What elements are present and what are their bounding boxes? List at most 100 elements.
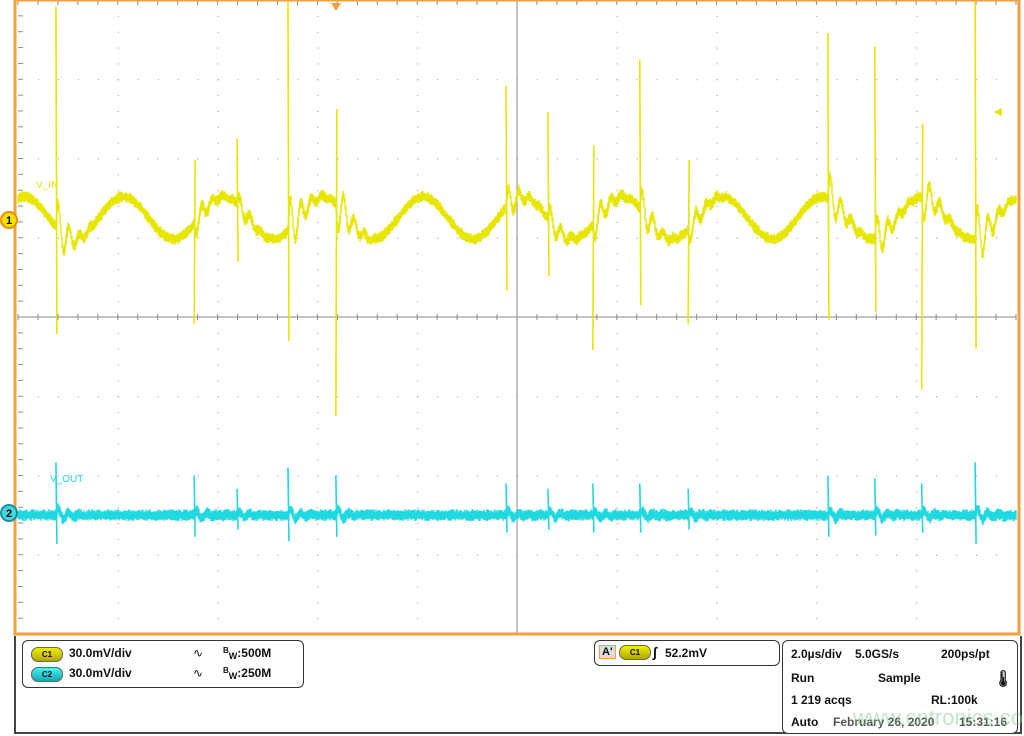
grid-dot (916, 348, 918, 350)
grid-dot (217, 285, 219, 287)
acquisition-mode: Sample (878, 671, 921, 685)
grid-dot (756, 475, 758, 477)
grid-dot (716, 570, 718, 572)
grid-dot (616, 285, 618, 287)
grid-dot (616, 348, 618, 350)
ac-coupling-icon: ∿ (193, 646, 204, 660)
grid-dot (217, 538, 219, 540)
grid-dot (936, 475, 938, 477)
grid-dot (137, 475, 139, 477)
trigger-box[interactable]: A' C1 ∫ 52.2mV (594, 640, 780, 666)
grid-dot (616, 110, 618, 112)
grid-dot (117, 15, 119, 17)
spike-v-in (920, 123, 924, 390)
ch1-badge[interactable]: C1 (31, 647, 63, 662)
grid-dot (876, 554, 878, 556)
grid-dot (796, 158, 798, 160)
ch1-bandwidth: BW:500M (223, 646, 272, 661)
grid-dot (417, 47, 419, 49)
grid-dot (217, 459, 219, 461)
waveforms (17, 0, 1017, 545)
grid-dot (317, 79, 319, 81)
spike-v-in (687, 159, 690, 324)
ch2-badge[interactable]: C2 (31, 667, 63, 682)
grid-dot (477, 554, 479, 556)
grid-dot (237, 158, 239, 160)
grid-dot (836, 79, 838, 81)
grid-dot (397, 475, 399, 477)
grid-dot (117, 269, 119, 271)
grid-dot (696, 475, 698, 477)
grid-dot (457, 475, 459, 477)
trigger-position-marker[interactable] (331, 3, 341, 11)
grid-dot (437, 554, 439, 556)
grid-dot (696, 237, 698, 239)
spike-v-in (335, 108, 338, 417)
trigger-level-marker[interactable] (994, 108, 1002, 116)
grid-dot (317, 348, 319, 350)
grid-dot (317, 301, 319, 303)
grid-dot (437, 79, 439, 81)
grid-dot (217, 174, 219, 176)
grid-dot (816, 206, 818, 208)
grid-dot (237, 475, 239, 477)
grid-dot (417, 174, 419, 176)
grid-dot (876, 79, 878, 81)
run-state[interactable]: Run (791, 671, 815, 685)
grid-dot (297, 237, 299, 239)
ch1-ground-marker[interactable]: 1 (0, 211, 18, 229)
grid-dot (696, 396, 698, 398)
grid-dot (457, 396, 459, 398)
grid-dot (77, 554, 79, 556)
grid-dot (616, 396, 618, 398)
grid-dot (77, 79, 79, 81)
grid-dot (257, 158, 259, 160)
grid-dot (217, 237, 219, 239)
grid-dot (217, 332, 219, 334)
grid-dot (916, 602, 918, 604)
grid-dot (556, 554, 558, 556)
grid-dot (117, 158, 119, 160)
grid-dot (157, 158, 159, 160)
grid-dot (736, 475, 738, 477)
grid-dot (377, 79, 379, 81)
grid-dot (816, 269, 818, 271)
spike-v-in (827, 33, 830, 320)
grid-dot (636, 79, 638, 81)
grid-dot (816, 221, 818, 223)
grid-dot (317, 396, 319, 398)
grid-dot (536, 158, 538, 160)
grid-dot (616, 95, 618, 97)
grid-dot (936, 554, 938, 556)
grid-dot (157, 79, 159, 81)
grid-dot (277, 158, 279, 160)
grid-dot (257, 475, 259, 477)
grid-dot (217, 602, 219, 604)
grid-dot (317, 206, 319, 208)
grid-dot (616, 475, 618, 477)
grid-dot (536, 79, 538, 81)
grid-dot (976, 158, 978, 160)
grid-dot (996, 237, 998, 239)
grid-dot (337, 79, 339, 81)
grid-dot (816, 491, 818, 493)
trigger-source-badge: C1 (619, 645, 651, 660)
grid-dot (816, 301, 818, 303)
grid-dot (417, 459, 419, 461)
grid-dot (616, 63, 618, 65)
grid-dot (317, 538, 319, 540)
grid-dot (497, 79, 499, 81)
grid-dot (317, 174, 319, 176)
grid-dot (117, 174, 119, 176)
grid-dot (876, 237, 878, 239)
grid-dot (716, 602, 718, 604)
grid-dot (417, 126, 419, 128)
grid-dot (616, 47, 618, 49)
grid-dot (317, 285, 319, 287)
grid-dot (856, 396, 858, 398)
ch2-ground-marker[interactable]: 2 (0, 504, 18, 522)
grid-dot (916, 459, 918, 461)
grid-dot (916, 158, 918, 160)
trace-v-out (17, 503, 1017, 526)
grid-dot (217, 618, 219, 620)
